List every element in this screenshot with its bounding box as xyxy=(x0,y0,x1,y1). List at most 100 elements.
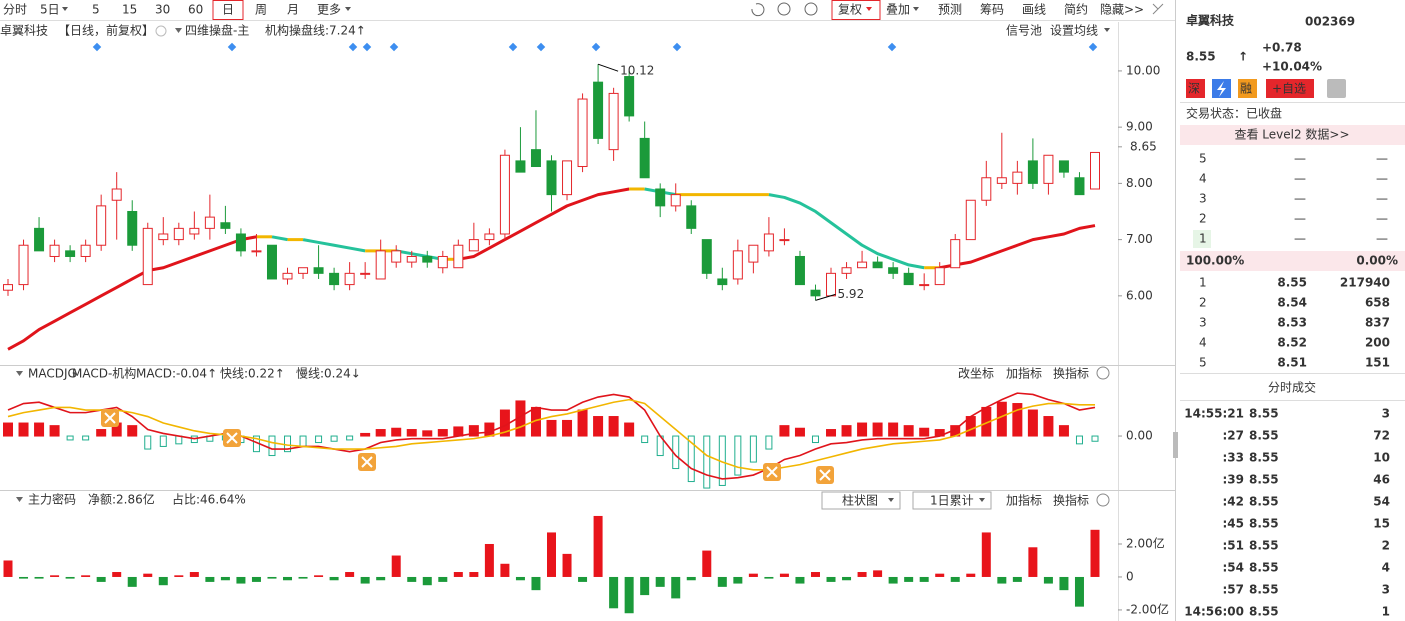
candle-body xyxy=(686,205,697,229)
candle-body xyxy=(80,244,91,257)
expand-icon[interactable] xyxy=(1152,3,1164,15)
candle-body xyxy=(794,255,805,286)
dropdown-box[interactable] xyxy=(912,491,992,510)
chart-header: 机构操盘线:7.24↑ xyxy=(265,23,366,38)
candle-body xyxy=(530,149,541,168)
buy-volume: 217940 xyxy=(1340,276,1390,290)
macd-bar xyxy=(18,422,29,437)
toolbar-tab[interactable]: 月 xyxy=(287,3,299,17)
toolbar-tab[interactable]: 15 xyxy=(122,3,137,17)
sell-price: — xyxy=(1294,172,1306,186)
header-link[interactable]: 设置均线 xyxy=(1050,24,1098,38)
macd-bar xyxy=(330,435,338,442)
toolbar-tab[interactable]: 日 xyxy=(222,3,234,17)
zoom-in-icon[interactable] xyxy=(777,2,791,16)
badge-label[interactable]: +自选 xyxy=(1272,82,1306,96)
trade-time: :51 xyxy=(1223,539,1245,553)
toolbar-tab[interactable]: 5 xyxy=(92,3,100,17)
flow-bar xyxy=(438,576,448,582)
macd-bar xyxy=(346,435,354,441)
flow-bar xyxy=(609,576,619,609)
alert-icon[interactable] xyxy=(1327,79,1346,98)
toolbar-button[interactable]: 叠加 xyxy=(886,3,910,17)
toolbar-button[interactable]: 预测 xyxy=(938,3,962,17)
header-link[interactable]: 改坐标 xyxy=(958,367,994,381)
candle-body xyxy=(18,244,29,286)
badge-label: 融 xyxy=(1240,82,1252,96)
macd-bar xyxy=(127,425,138,437)
header-link[interactable]: 信号池 xyxy=(1006,24,1042,38)
header-link[interactable]: 换指标 xyxy=(1053,493,1089,508)
toolbar-tab[interactable]: 5日 xyxy=(40,3,60,17)
macd-bar xyxy=(360,432,371,437)
indicator-header: 净额:2.86亿 xyxy=(88,492,155,507)
toolbar-button[interactable]: 筹码 xyxy=(980,3,1004,17)
toolbar-button[interactable]: 简约 xyxy=(1064,2,1088,17)
header-link[interactable]: 加指标 xyxy=(1006,366,1042,381)
annotation-arrow xyxy=(597,63,619,72)
trade-price: 8.55 xyxy=(1249,429,1279,443)
macd-bar xyxy=(468,425,479,437)
macd-bar xyxy=(919,427,930,437)
close-icon[interactable] xyxy=(1096,493,1110,507)
dropdown-label[interactable]: 柱状图 xyxy=(842,493,878,508)
toolbar-tab[interactable]: 30 xyxy=(155,3,170,17)
close-icon[interactable] xyxy=(1096,366,1110,380)
flow-bar xyxy=(96,576,106,582)
candle-body xyxy=(111,188,122,201)
buy-price: 8.53 xyxy=(1277,316,1307,330)
zoom-out-icon[interactable] xyxy=(804,2,818,16)
cross-signal-glyph xyxy=(104,412,116,424)
candle-body xyxy=(251,250,262,253)
panel-grip[interactable] xyxy=(1173,432,1178,458)
macd-bar xyxy=(299,435,307,447)
dropdown-box[interactable] xyxy=(821,491,901,510)
toolbar-button[interactable]: 画线 xyxy=(1022,3,1046,17)
macd-bar xyxy=(1075,435,1083,445)
trade-volume: 1 xyxy=(1382,605,1390,619)
candle-body xyxy=(34,227,45,252)
header-link[interactable]: 加指标 xyxy=(1006,493,1042,508)
flow-bar xyxy=(671,576,681,599)
flow-bar xyxy=(1074,576,1084,607)
candle-body xyxy=(158,233,169,241)
flow-bar xyxy=(298,576,308,579)
collapse-arrow xyxy=(175,28,182,33)
toolbar-button[interactable]: 隐藏>> xyxy=(1100,3,1144,17)
candle-body xyxy=(313,267,324,274)
badge[interactable] xyxy=(1266,79,1314,98)
flow-bar xyxy=(935,573,945,577)
buy-price: 8.54 xyxy=(1277,296,1307,310)
candle-body xyxy=(235,233,246,252)
buy-level: 2 xyxy=(1199,296,1207,310)
level2-bar[interactable] xyxy=(1180,125,1405,145)
candle-body xyxy=(934,267,945,286)
trade-volume: 54 xyxy=(1373,495,1390,509)
header-link[interactable]: 换指标 xyxy=(1053,366,1089,381)
macd-bar xyxy=(1027,409,1038,437)
flow-bar xyxy=(469,572,479,577)
ratio-bar xyxy=(1180,251,1405,271)
toolbar-button[interactable]: 复权 xyxy=(838,3,862,17)
toolbar-tab[interactable]: 60 xyxy=(188,3,203,17)
selected-tab xyxy=(212,0,244,20)
toolbar-tab[interactable]: 分时 xyxy=(3,3,27,17)
candle-body xyxy=(546,160,557,196)
candle-body xyxy=(1012,171,1023,184)
toolbar-tab[interactable]: 周 xyxy=(255,3,267,17)
dropdown-label[interactable]: 1日累计 xyxy=(930,494,974,508)
flow-bar xyxy=(236,576,246,584)
trade-volume: 72 xyxy=(1373,429,1390,443)
lightning-icon xyxy=(1217,81,1226,97)
buy-price: 8.52 xyxy=(1277,336,1307,350)
undo-icon[interactable] xyxy=(751,3,765,17)
flow-bar xyxy=(314,575,324,577)
toolbar-tab[interactable]: 更多 xyxy=(317,3,341,17)
macd-bar xyxy=(34,422,45,437)
candle-body xyxy=(298,267,309,274)
trade-volume: 10 xyxy=(1373,451,1390,465)
flow-bar xyxy=(842,576,852,581)
sell-volume: — xyxy=(1376,232,1388,246)
macd-bar xyxy=(703,435,711,489)
level2-link[interactable]: 查看 Level2 数据>> xyxy=(1234,127,1349,142)
